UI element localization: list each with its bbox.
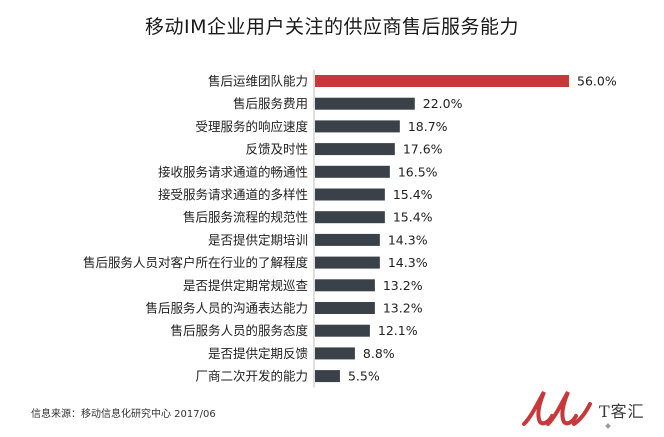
bar — [315, 324, 370, 337]
bar — [315, 302, 375, 314]
bar — [315, 75, 569, 87]
bar — [315, 120, 400, 133]
data-label: 8.8% — [363, 346, 395, 361]
data-label: 14.3% — [388, 232, 428, 247]
bar — [315, 256, 380, 269]
brand-logo — [522, 390, 611, 429]
source-note: 信息来源：移动信息化研究中心 2017/06 — [31, 409, 216, 420]
category-label: 售后服务流程的规范性 — [183, 210, 308, 225]
bar — [315, 165, 390, 178]
bar — [315, 279, 375, 292]
data-label: 15.4% — [393, 187, 433, 202]
category-label: 售后服务人员的沟通表达能力 — [145, 301, 308, 316]
category-label: 接收服务请求通道的畅通性 — [158, 164, 308, 179]
logo-underline — [605, 423, 611, 429]
category-label: 售后运维团队能力 — [208, 74, 308, 89]
category-label: 是否提供定期反馈 — [208, 346, 308, 361]
category-label: 受理服务的响应速度 — [195, 119, 308, 134]
data-label: 18.7% — [408, 119, 448, 134]
data-label: 16.5% — [398, 164, 438, 179]
bar — [315, 370, 340, 383]
data-label: 15.4% — [393, 210, 433, 225]
category-label: 售后服务人员的服务态度 — [170, 323, 308, 338]
chart-title: 移动IM企业用户关注的供应商售后服务能力 — [145, 16, 519, 38]
data-label: 14.3% — [388, 255, 428, 270]
bar — [315, 211, 385, 224]
data-label: 13.2% — [383, 278, 423, 293]
data-label: 56.0% — [577, 74, 617, 89]
category-label: 是否提供定期培训 — [208, 232, 308, 247]
category-label: 厂商二次开发的能力 — [195, 369, 308, 384]
category-label: 是否提供定期常规巡查 — [183, 278, 309, 293]
bar-chart: 售后运维团队能力 56.0% 售后服务费用 22.0% 受理服务的响应速度 18.7% 反馈… — [83, 69, 617, 388]
data-label: 5.5% — [348, 369, 380, 384]
bar — [315, 347, 355, 360]
bar — [315, 97, 415, 110]
category-label: 反馈及时性 — [245, 142, 308, 157]
data-label: 13.2% — [383, 301, 423, 316]
category-label: 售后服务费用 — [233, 96, 308, 111]
data-label: 22.0% — [423, 96, 463, 111]
bar — [315, 188, 385, 201]
data-label: 12.1% — [378, 323, 418, 338]
bar — [315, 233, 380, 246]
bar — [315, 143, 395, 156]
category-label: 售后服务人员对客户所在行业的了解程度 — [83, 255, 309, 270]
logo-mark-icon — [522, 390, 592, 426]
category-label: 接受服务请求通道的多样性 — [158, 187, 308, 202]
data-label: 17.6% — [403, 142, 443, 157]
brand-name: T客汇 — [599, 402, 645, 421]
